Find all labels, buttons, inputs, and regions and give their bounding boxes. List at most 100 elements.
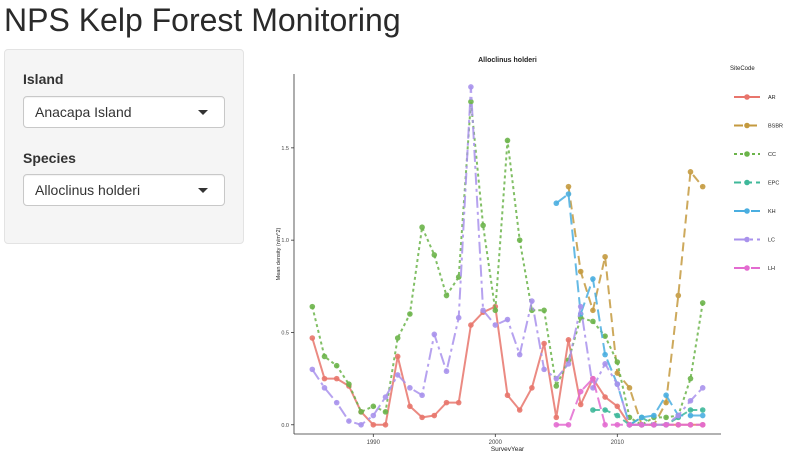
x-tick-label: 1990 bbox=[367, 440, 381, 446]
data-point bbox=[370, 421, 377, 428]
data-point bbox=[590, 375, 596, 382]
data-point bbox=[394, 335, 401, 341]
legend-marker bbox=[744, 265, 750, 271]
data-point bbox=[626, 385, 633, 391]
island-select-value: Anacapa Island bbox=[35, 104, 132, 120]
chart-title: Alloclinus holderi bbox=[478, 57, 537, 64]
data-point bbox=[602, 253, 608, 260]
data-point bbox=[370, 403, 377, 410]
series-line bbox=[567, 170, 704, 426]
data-point bbox=[565, 421, 572, 428]
data-point bbox=[443, 399, 450, 406]
species-select-value: Alloclinus holderi bbox=[35, 182, 141, 198]
island-select[interactable]: Anacapa Island bbox=[23, 96, 225, 128]
data-point bbox=[577, 303, 584, 310]
data-point bbox=[577, 388, 584, 395]
data-point bbox=[699, 407, 706, 413]
data-point bbox=[309, 303, 316, 310]
data-point bbox=[431, 252, 438, 258]
data-point bbox=[541, 340, 547, 347]
legend-label: CC bbox=[768, 152, 776, 158]
data-point bbox=[382, 421, 389, 428]
data-point bbox=[614, 381, 621, 387]
data-point bbox=[553, 375, 560, 382]
data-point bbox=[407, 403, 413, 410]
legend-label: KH bbox=[768, 209, 776, 215]
data-point bbox=[687, 397, 694, 404]
legend-label: EPC bbox=[768, 181, 779, 187]
data-point bbox=[699, 385, 706, 391]
data-point bbox=[504, 316, 511, 323]
species-label: Species bbox=[23, 150, 76, 166]
legend-marker bbox=[744, 94, 750, 100]
data-point bbox=[614, 403, 621, 410]
series-line bbox=[592, 409, 703, 426]
data-point bbox=[577, 401, 584, 408]
data-point bbox=[468, 84, 474, 90]
data-point bbox=[687, 407, 694, 413]
y-tick-label: 1.0 bbox=[281, 238, 289, 244]
data-point bbox=[529, 298, 535, 304]
data-point bbox=[663, 399, 669, 406]
data-point bbox=[614, 412, 621, 419]
data-point bbox=[468, 98, 474, 105]
data-point bbox=[468, 322, 474, 328]
legend-item: CC bbox=[734, 151, 776, 158]
data-point bbox=[358, 421, 364, 428]
data-point bbox=[309, 335, 316, 341]
data-point bbox=[590, 318, 596, 325]
y-tick-label: 0.5 bbox=[281, 330, 289, 336]
data-point bbox=[492, 307, 499, 314]
data-point bbox=[699, 300, 706, 306]
data-point bbox=[699, 421, 706, 428]
legend-marker bbox=[744, 179, 750, 186]
species-select[interactable]: Alloclinus holderi bbox=[23, 174, 225, 206]
data-point bbox=[419, 224, 425, 231]
legend-marker bbox=[744, 236, 750, 243]
x-axis-label: SurveyYear bbox=[491, 446, 525, 451]
data-point bbox=[407, 385, 413, 391]
series-lc bbox=[309, 84, 706, 428]
series-kh bbox=[553, 191, 706, 428]
data-point bbox=[565, 361, 572, 367]
data-point bbox=[529, 385, 535, 391]
data-point bbox=[651, 412, 657, 419]
data-point bbox=[577, 268, 584, 275]
data-point bbox=[419, 392, 425, 399]
data-point bbox=[443, 292, 450, 299]
data-point bbox=[687, 412, 694, 419]
data-point bbox=[565, 183, 572, 190]
data-point bbox=[346, 381, 352, 387]
legend-item: EPC bbox=[734, 179, 779, 187]
chart-svg: Alloclinus holderi 1990 2000 2010 0.0 0.5 1.0 1… bbox=[276, 57, 783, 453]
data-point bbox=[541, 366, 547, 373]
data-point bbox=[516, 351, 523, 358]
series-line bbox=[311, 85, 704, 426]
legend-item: AR bbox=[734, 94, 776, 101]
data-point bbox=[699, 183, 706, 190]
legend-item: LH bbox=[734, 265, 775, 272]
data-point bbox=[443, 368, 450, 375]
data-point bbox=[651, 421, 657, 428]
data-point bbox=[480, 222, 486, 229]
data-point bbox=[553, 414, 560, 421]
series-cc bbox=[309, 98, 706, 428]
data-point bbox=[321, 375, 328, 382]
data-point bbox=[602, 351, 608, 358]
island-label: Island bbox=[23, 71, 64, 87]
data-point bbox=[455, 314, 462, 321]
caret-down-icon bbox=[198, 188, 208, 193]
data-point bbox=[675, 421, 682, 428]
data-point bbox=[431, 412, 438, 419]
data-point bbox=[431, 331, 438, 338]
data-point bbox=[602, 394, 608, 400]
data-point bbox=[492, 322, 499, 328]
data-point bbox=[333, 362, 340, 369]
data-point bbox=[602, 407, 608, 413]
data-point bbox=[675, 292, 682, 299]
data-point bbox=[638, 414, 645, 421]
data-point bbox=[590, 276, 596, 282]
legend-item: KH bbox=[734, 208, 776, 215]
data-point bbox=[602, 421, 608, 428]
legend-title: SiteCode bbox=[730, 66, 755, 72]
